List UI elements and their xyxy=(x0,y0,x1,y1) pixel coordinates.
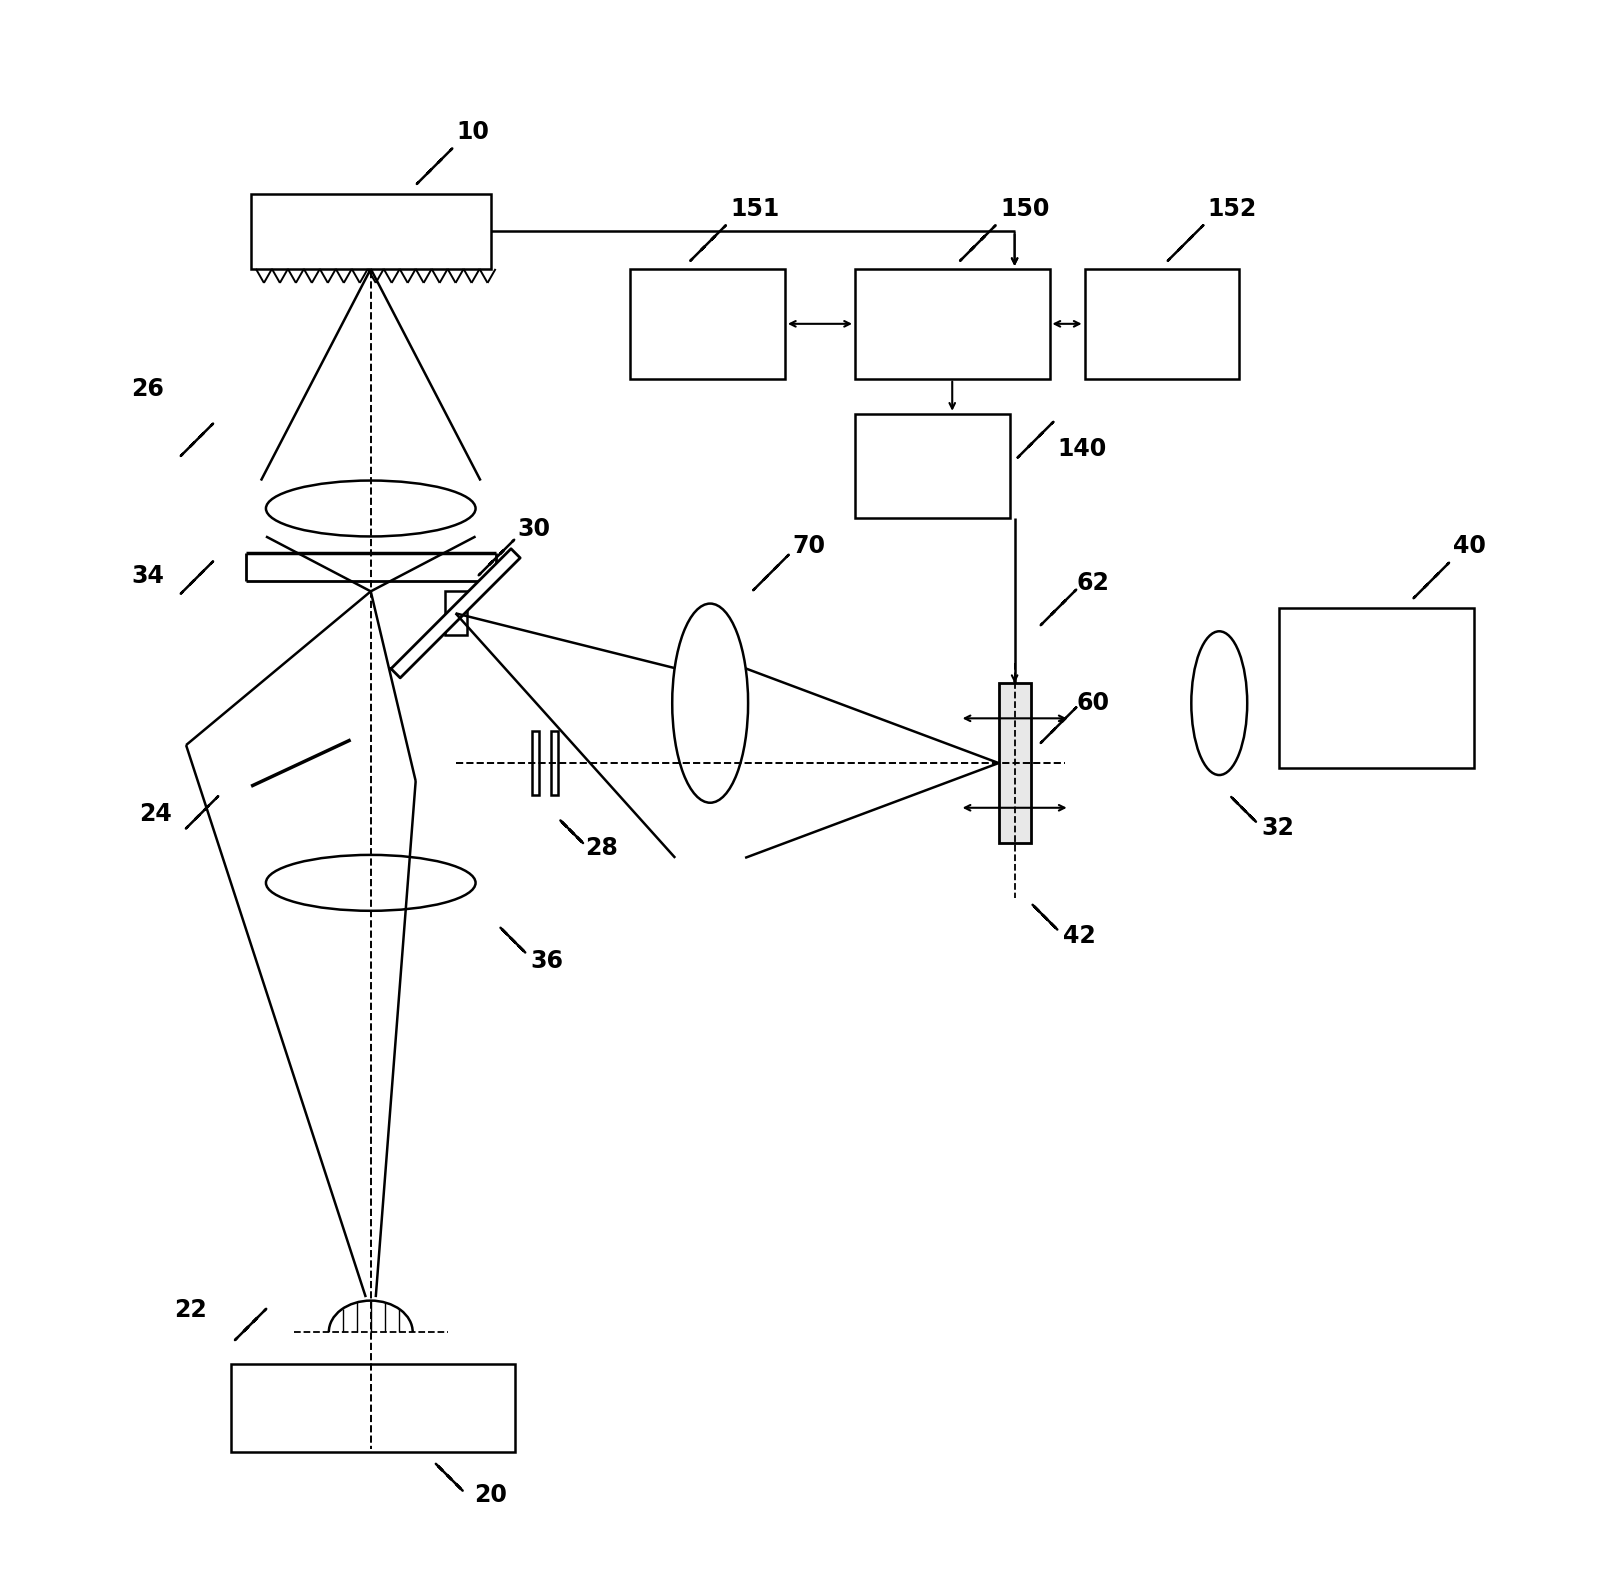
Bar xyxy=(999,683,1031,843)
Text: 151: 151 xyxy=(730,197,780,221)
Text: 20: 20 xyxy=(474,1483,506,1507)
Text: 28: 28 xyxy=(586,837,618,861)
Bar xyxy=(551,730,559,796)
Bar xyxy=(631,268,784,378)
Bar xyxy=(251,194,490,268)
Text: 36: 36 xyxy=(530,948,564,973)
Text: 150: 150 xyxy=(1001,197,1049,221)
Ellipse shape xyxy=(672,603,748,804)
Text: 24: 24 xyxy=(139,802,171,826)
Text: 26: 26 xyxy=(131,376,163,400)
Text: 34: 34 xyxy=(131,564,163,589)
Text: 42: 42 xyxy=(1063,924,1095,948)
Text: 62: 62 xyxy=(1076,572,1109,596)
Bar xyxy=(445,591,466,635)
Ellipse shape xyxy=(266,481,475,537)
Text: 22: 22 xyxy=(175,1297,207,1321)
Text: 40: 40 xyxy=(1454,535,1486,559)
Text: 70: 70 xyxy=(792,535,825,559)
Bar xyxy=(533,730,540,796)
Bar xyxy=(1279,608,1475,769)
Text: 60: 60 xyxy=(1076,691,1109,715)
Ellipse shape xyxy=(1191,632,1247,775)
Text: 152: 152 xyxy=(1207,197,1257,221)
Text: 32: 32 xyxy=(1262,816,1294,840)
Text: 10: 10 xyxy=(456,121,490,145)
Bar xyxy=(855,413,1010,519)
Text: 30: 30 xyxy=(517,518,551,542)
Text: 140: 140 xyxy=(1058,437,1106,461)
Ellipse shape xyxy=(266,854,475,912)
Polygon shape xyxy=(391,549,520,678)
Bar xyxy=(855,268,1050,378)
Bar xyxy=(1084,268,1239,378)
Bar xyxy=(231,1364,516,1451)
